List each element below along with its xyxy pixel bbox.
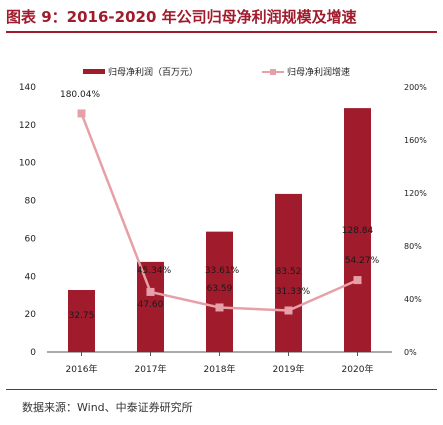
- growth-value-label: 33.61%: [205, 266, 240, 276]
- growth-marker: [146, 287, 155, 296]
- legend-line-marker: [270, 69, 276, 75]
- growth-marker: [284, 306, 293, 315]
- bar: [344, 108, 371, 352]
- growth-value-label: 54.27%: [345, 256, 380, 266]
- bar: [206, 231, 233, 352]
- y-right-tick-label: 0%: [404, 348, 417, 357]
- bar-value-label: 63.59: [207, 284, 233, 294]
- bar-value-label: 128.84: [342, 226, 374, 236]
- y-right-tick-label: 80%: [404, 242, 422, 251]
- y-left-tick-label: 140: [19, 83, 36, 93]
- growth-value-label: 180.04%: [60, 90, 100, 100]
- x-tick-label: 2017年: [135, 363, 167, 375]
- bar: [137, 261, 164, 352]
- y-left-tick-label: 0: [30, 348, 36, 358]
- footer-rule: [6, 389, 437, 390]
- legend-bar-label: 归母净利润（百万元）: [108, 66, 198, 78]
- chart-canvas: 归母净利润（百万元） 归母净利润增速 0 20 40 60 80 100 120 140 0% 40%…: [19, 66, 427, 375]
- title-underline: [6, 31, 437, 33]
- chart-title: 图表 9：2016-2020 年公司归母净利润规模及增速: [6, 8, 357, 26]
- growth-marker: [215, 303, 224, 312]
- growth-marker: [353, 276, 362, 285]
- y-left-tick-label: 80: [25, 197, 37, 207]
- bar: [275, 193, 302, 352]
- legend-bar-swatch: [83, 69, 105, 74]
- bar: [68, 290, 95, 352]
- y-right-tick-label: 40%: [404, 295, 422, 304]
- y-left-tick-label: 100: [19, 159, 36, 169]
- x-tick-label: 2018年: [204, 363, 236, 375]
- legend-line-label: 归母净利润增速: [287, 66, 350, 78]
- x-tick-label: 2016年: [66, 363, 98, 375]
- y-left-tick-label: 40: [25, 272, 37, 282]
- growth-value-label: 45.34%: [137, 266, 172, 276]
- y-left-tick-label: 20: [25, 310, 37, 320]
- growth-value-label: 31.33%: [276, 287, 311, 297]
- y-right-tick-label: 160%: [404, 136, 427, 145]
- bar-value-label: 83.52: [276, 267, 302, 277]
- y-right-tick-label: 200%: [404, 83, 427, 92]
- y-left-tick-label: 120: [19, 121, 36, 131]
- x-tick-label: 2019年: [273, 363, 305, 375]
- bar-value-label: 32.75: [69, 311, 95, 321]
- x-tick-label: 2020年: [342, 363, 374, 375]
- growth-marker: [77, 109, 86, 118]
- y-right-tick-label: 120%: [404, 189, 427, 198]
- y-left-tick-label: 60: [25, 234, 37, 244]
- source-note: 数据来源：Wind、中泰证券研究所: [22, 401, 193, 414]
- chart-title-bar: 图表 9：2016-2020 年公司归母净利润规模及增速: [0, 0, 443, 33]
- bar-value-label: 47.60: [138, 300, 164, 310]
